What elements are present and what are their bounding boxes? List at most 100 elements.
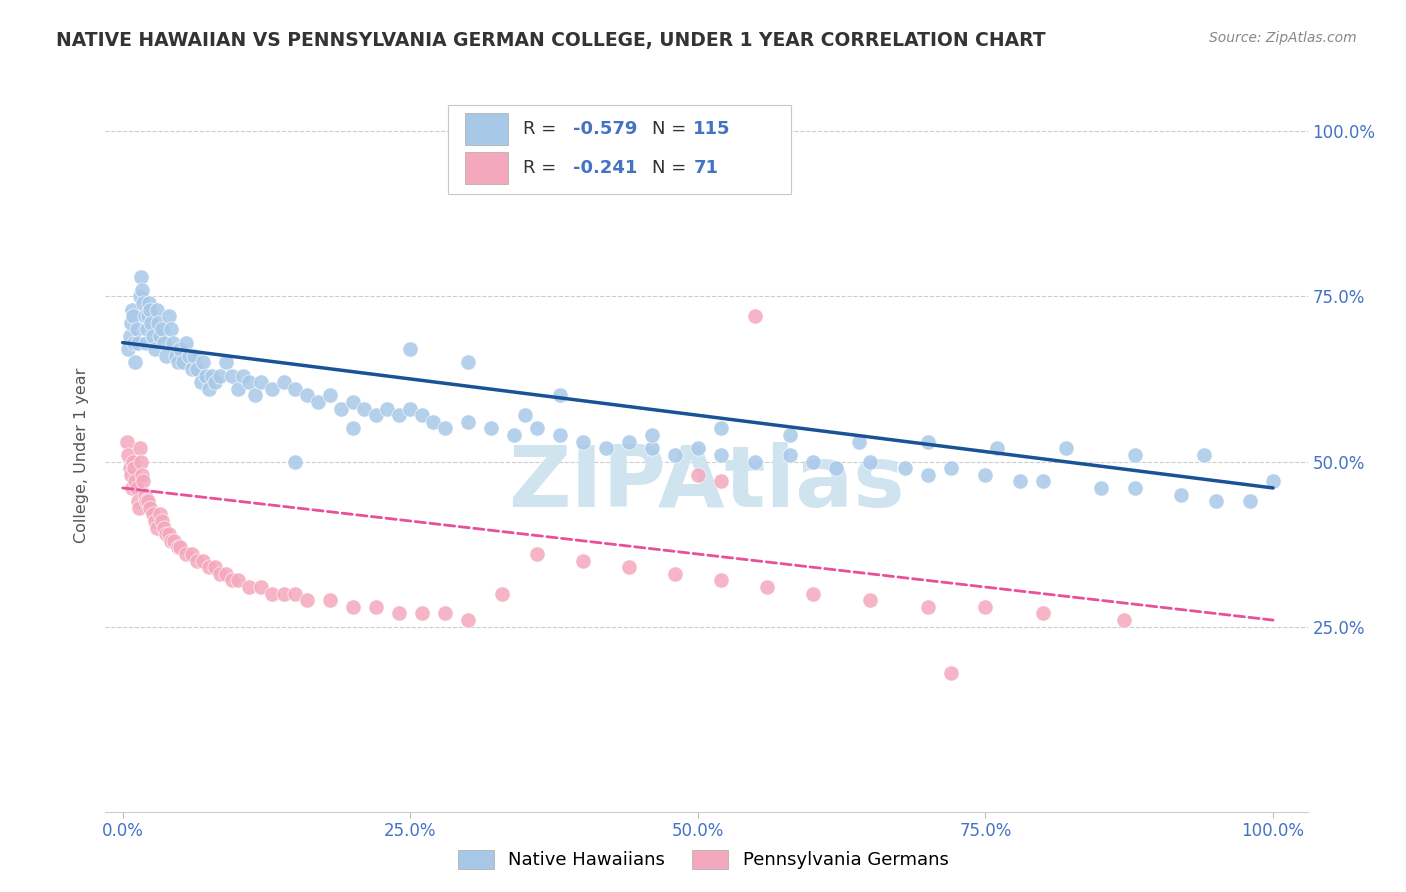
Point <box>122 454 145 468</box>
Point <box>595 442 617 456</box>
Point <box>262 587 284 601</box>
Point <box>204 376 226 390</box>
Point <box>124 355 146 369</box>
Point <box>319 593 342 607</box>
Point <box>122 461 145 475</box>
Text: -0.579: -0.579 <box>574 120 637 137</box>
Point <box>120 467 142 482</box>
Point <box>457 613 479 627</box>
Point <box>169 541 191 555</box>
Point <box>221 368 243 383</box>
Point <box>127 335 149 350</box>
Point <box>917 434 939 449</box>
FancyBboxPatch shape <box>465 153 508 184</box>
Point <box>1054 442 1077 456</box>
Point <box>155 527 177 541</box>
Point <box>193 554 215 568</box>
Point <box>1261 475 1284 489</box>
Point <box>131 283 153 297</box>
Point <box>238 580 260 594</box>
Point <box>226 382 249 396</box>
Point <box>139 302 162 317</box>
Point <box>986 442 1008 456</box>
Point <box>132 475 155 489</box>
Point <box>273 587 295 601</box>
Point <box>664 448 686 462</box>
Point <box>1205 494 1227 508</box>
Point <box>131 467 153 482</box>
Point <box>209 368 232 383</box>
Point <box>342 599 364 614</box>
Point <box>125 322 148 336</box>
Point <box>515 409 537 423</box>
Point <box>118 461 141 475</box>
Point <box>215 566 238 581</box>
Point <box>117 448 139 462</box>
Point <box>121 302 143 317</box>
Point <box>617 560 640 574</box>
Point <box>150 322 173 336</box>
Point <box>342 421 364 435</box>
Point <box>744 309 766 323</box>
Point <box>129 442 152 456</box>
Point <box>139 500 162 515</box>
Point <box>572 434 595 449</box>
Point <box>664 566 686 581</box>
Point <box>117 342 139 356</box>
Point <box>364 409 387 423</box>
Point <box>146 520 169 534</box>
Point <box>686 467 709 482</box>
Point <box>209 566 232 581</box>
Point <box>641 442 664 456</box>
Point <box>118 329 141 343</box>
Point <box>128 500 150 515</box>
Point <box>198 382 221 396</box>
Point <box>221 574 243 588</box>
Point <box>353 401 375 416</box>
Point <box>974 467 997 482</box>
Point <box>243 388 266 402</box>
Point <box>479 421 502 435</box>
Point <box>198 560 221 574</box>
Point <box>129 289 152 303</box>
Point <box>194 368 217 383</box>
Point <box>433 607 456 621</box>
Point <box>284 382 307 396</box>
Point <box>1239 494 1261 508</box>
Point <box>193 355 215 369</box>
Point <box>295 388 318 402</box>
Text: R =: R = <box>523 159 561 177</box>
Point <box>135 335 157 350</box>
Point <box>201 368 224 383</box>
Point <box>1112 613 1135 627</box>
Point <box>399 401 422 416</box>
Point <box>526 547 548 561</box>
Point <box>136 494 159 508</box>
Text: N =: N = <box>652 159 692 177</box>
Point <box>150 514 173 528</box>
Point <box>526 421 548 435</box>
Point <box>172 355 194 369</box>
Point <box>190 376 212 390</box>
FancyBboxPatch shape <box>465 113 508 145</box>
Point <box>710 421 733 435</box>
Point <box>157 527 180 541</box>
Point <box>129 454 152 468</box>
Point <box>1090 481 1112 495</box>
Text: 71: 71 <box>693 159 718 177</box>
Point <box>388 607 411 621</box>
Point <box>135 322 157 336</box>
Text: -0.241: -0.241 <box>574 159 637 177</box>
Point <box>143 514 166 528</box>
Point <box>686 442 709 456</box>
Point <box>143 342 166 356</box>
Point <box>141 316 163 330</box>
Point <box>204 560 226 574</box>
Point <box>179 349 201 363</box>
Point <box>273 376 295 390</box>
Point <box>388 409 411 423</box>
Point <box>710 448 733 462</box>
Point <box>755 580 778 594</box>
Point <box>859 454 882 468</box>
Point <box>1123 448 1146 462</box>
